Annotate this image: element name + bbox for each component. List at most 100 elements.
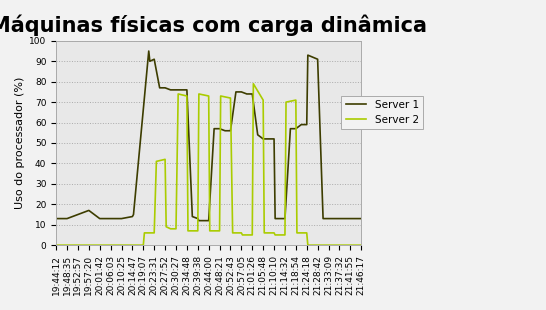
Server 2 (64, 243, 70, 247)
Server 2 (358, 243, 365, 247)
Server 1 (336, 217, 343, 220)
Server 2 (175, 92, 181, 96)
Server 1 (97, 217, 103, 220)
Server 1 (233, 90, 239, 94)
Server 1 (298, 123, 305, 126)
Server 2 (314, 243, 321, 247)
Server 2 (336, 243, 343, 247)
Server 1 (189, 215, 195, 219)
Server 2 (185, 229, 191, 233)
Server 2 (305, 243, 311, 247)
Server 1 (195, 219, 202, 223)
Server 1 (347, 217, 354, 220)
Server 1 (162, 86, 168, 90)
Server 1 (244, 92, 250, 96)
Server 2 (153, 160, 159, 163)
Server 1 (293, 127, 299, 131)
Server 2 (316, 243, 322, 247)
Server 1 (178, 88, 185, 92)
Server 2 (97, 243, 103, 247)
Server 2 (108, 243, 114, 247)
Server 2 (229, 231, 236, 235)
Server 1 (222, 129, 228, 133)
Server 1 (130, 213, 137, 216)
Server 1 (194, 217, 201, 220)
Server 2 (183, 94, 190, 98)
Server 2 (271, 231, 277, 235)
Line: Server 1: Server 1 (56, 51, 361, 221)
Server 2 (327, 243, 333, 247)
Server 2 (151, 231, 157, 235)
Server 1 (118, 217, 125, 220)
Server 1 (254, 133, 261, 137)
Server 1 (216, 127, 223, 131)
Server 2 (129, 243, 136, 247)
Server 2 (293, 98, 299, 102)
Server 2 (304, 231, 310, 235)
Server 1 (271, 137, 277, 141)
Server 1 (146, 60, 153, 63)
Server 1 (358, 217, 365, 220)
Server 2 (205, 94, 212, 98)
Server 2 (217, 94, 224, 98)
Server 2 (118, 243, 125, 247)
Server 1 (173, 88, 179, 92)
Server 2 (347, 243, 354, 247)
Server 1 (314, 57, 321, 61)
Title: Máquinas físicas com carga dinâmica: Máquinas físicas com carga dinâmica (0, 15, 427, 37)
Server 1 (238, 90, 245, 94)
Server 2 (173, 227, 179, 231)
Server 1 (272, 217, 278, 220)
Server 1 (75, 213, 81, 216)
Server 1 (183, 88, 190, 92)
Server 2 (249, 233, 256, 237)
Server 1 (145, 49, 152, 53)
Server 1 (108, 217, 114, 220)
Server 1 (211, 127, 217, 131)
Server 2 (86, 243, 92, 247)
Server 2 (53, 243, 60, 247)
Server 1 (331, 217, 337, 220)
Server 2 (283, 100, 289, 104)
Server 2 (75, 243, 81, 247)
Server 2 (260, 98, 266, 102)
Server 2 (140, 243, 146, 247)
Server 2 (167, 227, 174, 231)
Server 2 (325, 243, 332, 247)
Server 1 (260, 137, 266, 141)
Server 1 (227, 129, 234, 133)
Server 2 (239, 233, 246, 237)
Legend: Server 1, Server 2: Server 1, Server 2 (341, 95, 423, 129)
Server 1 (305, 53, 311, 57)
Server 2 (163, 225, 169, 228)
Server 2 (250, 82, 257, 86)
Server 1 (64, 217, 70, 220)
Server 1 (205, 219, 212, 223)
Line: Server 2: Server 2 (56, 84, 361, 245)
Server 2 (216, 229, 223, 233)
Server 2 (162, 157, 168, 161)
Server 2 (282, 233, 288, 237)
Server 1 (265, 137, 272, 141)
Server 1 (151, 57, 157, 61)
Server 2 (141, 231, 147, 235)
Server 1 (320, 217, 327, 220)
Server 1 (325, 217, 332, 220)
Server 2 (227, 96, 234, 100)
Server 1 (86, 209, 92, 212)
Server 1 (53, 217, 60, 220)
Server 2 (194, 229, 201, 233)
Server 2 (206, 229, 213, 233)
Server 2 (238, 231, 245, 235)
Y-axis label: Uso do processador (%): Uso do processador (%) (15, 77, 25, 209)
Server 2 (294, 231, 300, 235)
Server 2 (195, 92, 202, 96)
Server 1 (129, 215, 136, 219)
Server 2 (272, 233, 278, 237)
Server 2 (261, 231, 268, 235)
Server 1 (249, 92, 256, 96)
Server 1 (287, 127, 294, 131)
Server 1 (282, 217, 288, 220)
Server 1 (304, 123, 310, 126)
Server 1 (167, 88, 174, 92)
